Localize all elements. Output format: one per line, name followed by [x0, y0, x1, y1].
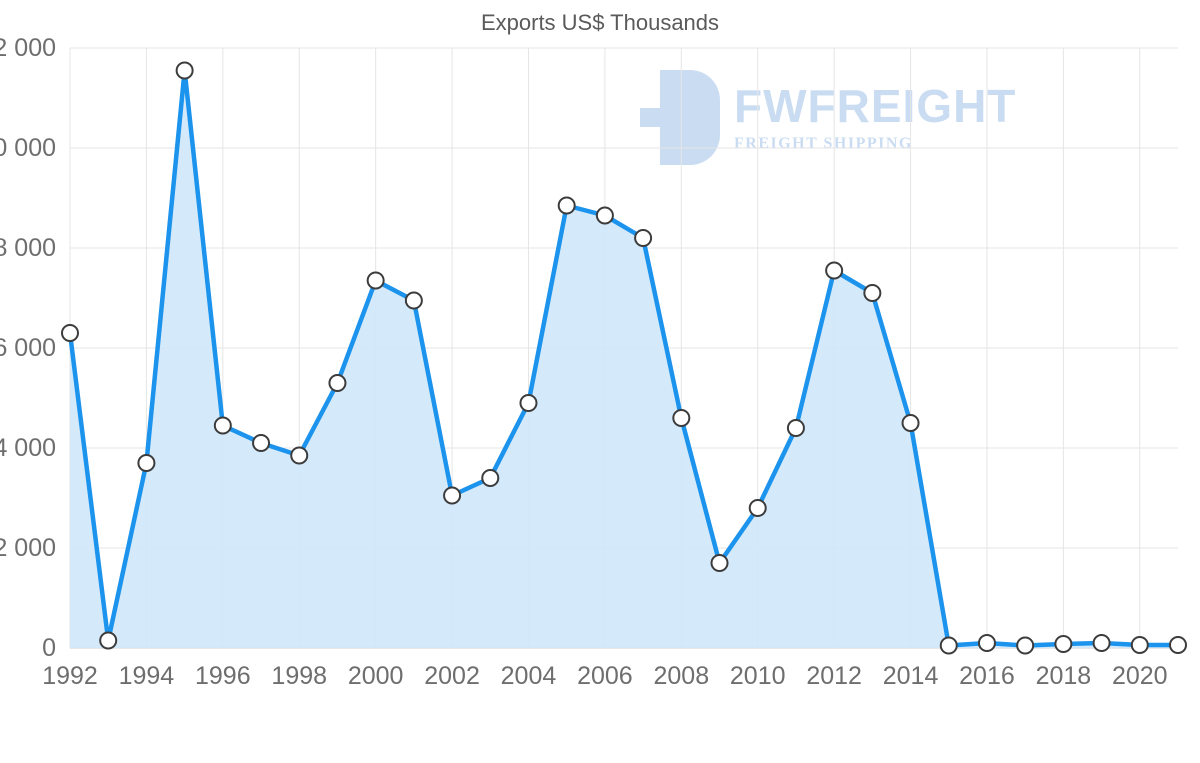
x-axis-tick-label: 1998: [271, 662, 327, 690]
x-axis-tick-label: 1992: [42, 662, 98, 690]
data-point-2006[interactable]: 2006: 8650: [597, 208, 613, 224]
y-axis-tick-label: 6 000: [0, 334, 56, 362]
x-axis-tick-label: 2014: [883, 662, 939, 690]
x-axis-tick-label: 2020: [1112, 662, 1168, 690]
y-axis-tick-label: 8 000: [0, 234, 56, 262]
y-axis-tick-label: 10 000: [0, 134, 56, 162]
x-axis-tick-label: 2016: [959, 662, 1015, 690]
data-point-2011[interactable]: 2011: 4400: [788, 420, 804, 436]
data-point-1994[interactable]: 1994: 3700: [138, 455, 154, 471]
data-point-1997[interactable]: 1997: 4100: [253, 435, 269, 451]
x-axis-tick-label: 2018: [1036, 662, 1092, 690]
data-point-2016[interactable]: 2016: 100: [979, 635, 995, 651]
data-point-2010[interactable]: 2010: 2800: [750, 500, 766, 516]
data-point-2019[interactable]: 2019: 100: [1094, 635, 1110, 651]
x-axis-tick-label: 2008: [653, 662, 709, 690]
data-point-2008[interactable]: 2008: 4600: [673, 410, 689, 426]
data-point-1996[interactable]: 1996: 4450: [215, 418, 231, 434]
data-point-2017[interactable]: 2017: 50: [1017, 638, 1033, 654]
y-axis-tick-label: 0: [42, 634, 56, 662]
x-axis-tick-label: 2004: [501, 662, 557, 690]
chart-title: Exports US$ Thousands: [0, 10, 1200, 36]
data-point-2005[interactable]: 2005: 8850: [559, 198, 575, 214]
data-point-2018[interactable]: 2018: 80: [1055, 636, 1071, 652]
data-point-2012[interactable]: 2012: 7550: [826, 263, 842, 279]
data-point-2001[interactable]: 2001: 6950: [406, 293, 422, 309]
data-point-2015[interactable]: 2015: 50: [941, 638, 957, 654]
y-axis-tick-label: 4 000: [0, 434, 56, 462]
data-point-2009[interactable]: 2009: 1700: [712, 555, 728, 571]
x-axis-tick-label: 2006: [577, 662, 633, 690]
data-point-2003[interactable]: 2003: 3400: [482, 470, 498, 486]
y-axis-tick-label: 2 000: [0, 534, 56, 562]
data-point-2014[interactable]: 2014: 4500: [903, 415, 919, 431]
x-axis-tick-label: 1996: [195, 662, 251, 690]
data-point-2013[interactable]: 2013: 7100: [864, 285, 880, 301]
y-axis-tick-label: 12 000: [0, 34, 56, 62]
data-point-2020[interactable]: 2020: 60: [1132, 637, 1148, 653]
data-point-2002[interactable]: 2002: 3050: [444, 488, 460, 504]
x-axis-tick-label: 2012: [806, 662, 862, 690]
data-point-2004[interactable]: 2004: 4900: [520, 395, 536, 411]
data-point-1995[interactable]: 1995: 11550: [177, 63, 193, 79]
x-axis-tick-label: 2000: [348, 662, 404, 690]
data-point-1998[interactable]: 1998: 3850: [291, 448, 307, 464]
data-point-1992[interactable]: 1992: 6300: [62, 325, 78, 341]
x-axis-tick-label: 1994: [119, 662, 175, 690]
chart-root: Exports US$ Thousands FWFREIGHT FREIGHT …: [0, 0, 1200, 763]
exports-area-fill: [70, 71, 1178, 649]
data-point-2021[interactable]: 2021: 60: [1170, 637, 1186, 653]
data-point-1993[interactable]: 1993: 150: [100, 633, 116, 649]
x-axis-tick-label: 2010: [730, 662, 786, 690]
x-axis-tick-label: 2002: [424, 662, 480, 690]
data-point-2000[interactable]: 2000: 7350: [368, 273, 384, 289]
data-point-1999[interactable]: 1999: 5300: [329, 375, 345, 391]
